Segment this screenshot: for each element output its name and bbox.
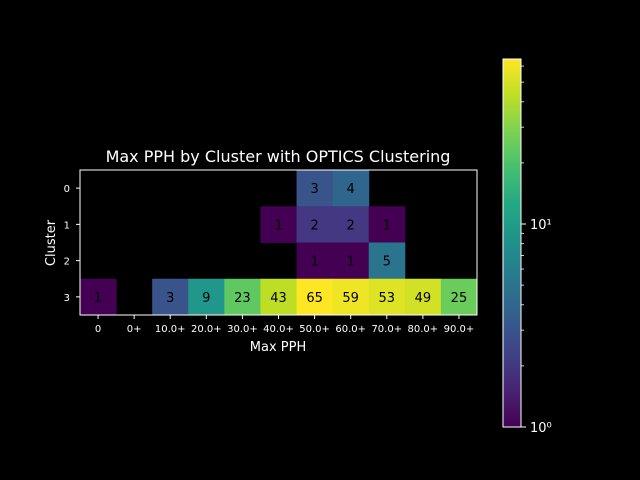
cell-value-label: 1 bbox=[274, 218, 282, 233]
colorbar-frame bbox=[502, 58, 522, 428]
y-tick-label: 2 bbox=[64, 257, 70, 268]
x-tick-label: 30.0+ bbox=[227, 324, 258, 335]
y-axis-label: Cluster bbox=[44, 219, 59, 266]
heatmap-cell bbox=[332, 206, 370, 243]
cell-value-label: 25 bbox=[451, 291, 468, 306]
x-tick-label: 20.0+ bbox=[191, 324, 222, 335]
colorbar-tick-label: 10⁰ bbox=[530, 421, 552, 436]
heatmap-cell bbox=[296, 206, 334, 243]
x-tick-label: 70.0+ bbox=[371, 324, 402, 335]
cell-value-label: 23 bbox=[234, 291, 251, 306]
x-tick-label: 80.0+ bbox=[408, 324, 439, 335]
x-tick-label: 0+ bbox=[127, 324, 142, 335]
x-tick-label: 60.0+ bbox=[335, 324, 366, 335]
cell-value-label: 1 bbox=[383, 218, 391, 233]
cell-value-label: 3 bbox=[166, 291, 174, 306]
heatmap-cell bbox=[404, 278, 442, 316]
chart-title: Max PPH by Cluster with OPTICS Clusterin… bbox=[106, 147, 451, 166]
heatmap-cell bbox=[332, 242, 370, 280]
heatmap-cell bbox=[368, 242, 406, 280]
cell-value-label: 49 bbox=[415, 291, 432, 306]
heatmap-cell bbox=[188, 278, 225, 316]
cell-value-label: 43 bbox=[270, 291, 287, 306]
cell-value-label: 1 bbox=[94, 291, 102, 306]
x-tick-label: 50.0+ bbox=[299, 324, 330, 335]
colorbar: 10⁰ 10¹ bbox=[502, 58, 552, 436]
cell-value-label: 5 bbox=[383, 255, 391, 270]
y-tick-label: 0 bbox=[64, 184, 70, 195]
x-tick-label: 40.0+ bbox=[263, 324, 294, 335]
heatmap-cell bbox=[440, 278, 478, 316]
cell-value-label: 3 bbox=[310, 182, 318, 197]
heatmap-cell bbox=[368, 278, 406, 316]
colorbar-tick-label: 10¹ bbox=[530, 218, 552, 233]
x-tick-label: 10.0+ bbox=[155, 324, 186, 335]
heatmap-cell bbox=[332, 278, 370, 316]
cell-value-label: 4 bbox=[347, 182, 355, 197]
x-axis-label: Max PPH bbox=[250, 340, 306, 355]
heatmap-cell bbox=[260, 206, 298, 243]
cell-value-label: 1 bbox=[347, 255, 355, 270]
heatmap-cell bbox=[296, 242, 334, 280]
heatmap-cell bbox=[80, 278, 117, 316]
cell-value-label: 59 bbox=[342, 291, 359, 306]
x-tick-label: 0 bbox=[95, 324, 101, 335]
heatmap-cell bbox=[260, 278, 298, 316]
cell-value-label: 1 bbox=[310, 255, 318, 270]
cell-value-label: 65 bbox=[306, 291, 323, 306]
x-tick-label: 90.0+ bbox=[444, 324, 475, 335]
heatmap-cell bbox=[296, 278, 334, 316]
heatmap-cell bbox=[296, 170, 334, 207]
heatmap-cell bbox=[224, 278, 261, 316]
heatmap-cell bbox=[152, 278, 189, 316]
cell-value-label: 9 bbox=[202, 291, 210, 306]
cell-value-label: 2 bbox=[347, 218, 355, 233]
cell-value-label: 53 bbox=[378, 291, 395, 306]
y-tick-label: 1 bbox=[64, 220, 70, 231]
cell-value-label: 2 bbox=[310, 218, 318, 233]
heatmap-cell bbox=[332, 170, 370, 207]
colorbar-gradient-bar bbox=[503, 59, 521, 427]
heatmap-cell bbox=[368, 206, 406, 243]
plot-area: 3 41 2 2 11 1 51 3 9 23 43 65 59 53 49 250 0+ 10.0+ 20.0+ 3… bbox=[64, 169, 478, 335]
y-tick-label: 3 bbox=[64, 293, 70, 304]
